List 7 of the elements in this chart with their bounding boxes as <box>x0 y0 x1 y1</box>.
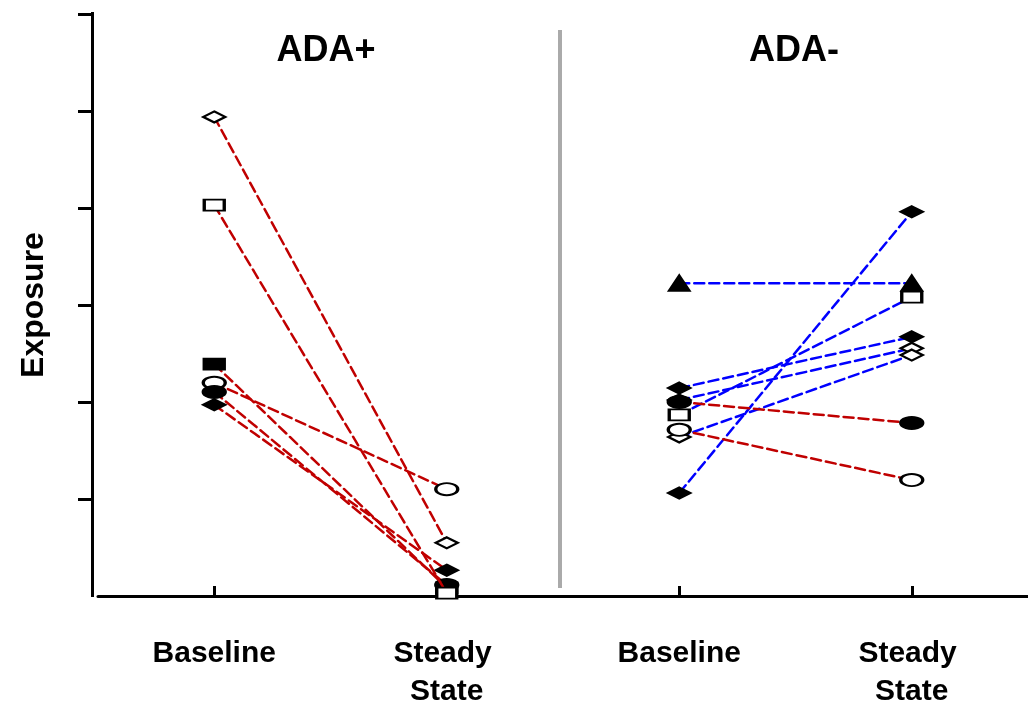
x-tick-label: Steady State <box>858 634 966 706</box>
x-tick-label: Baseline <box>152 634 276 668</box>
text: ADA+ <box>276 27 376 69</box>
y-axis-title: Exposure <box>14 232 50 378</box>
x-tick-label: Steady State <box>393 634 501 706</box>
x-tick-label: Baseline <box>617 634 741 668</box>
text: ADA- <box>749 27 839 69</box>
